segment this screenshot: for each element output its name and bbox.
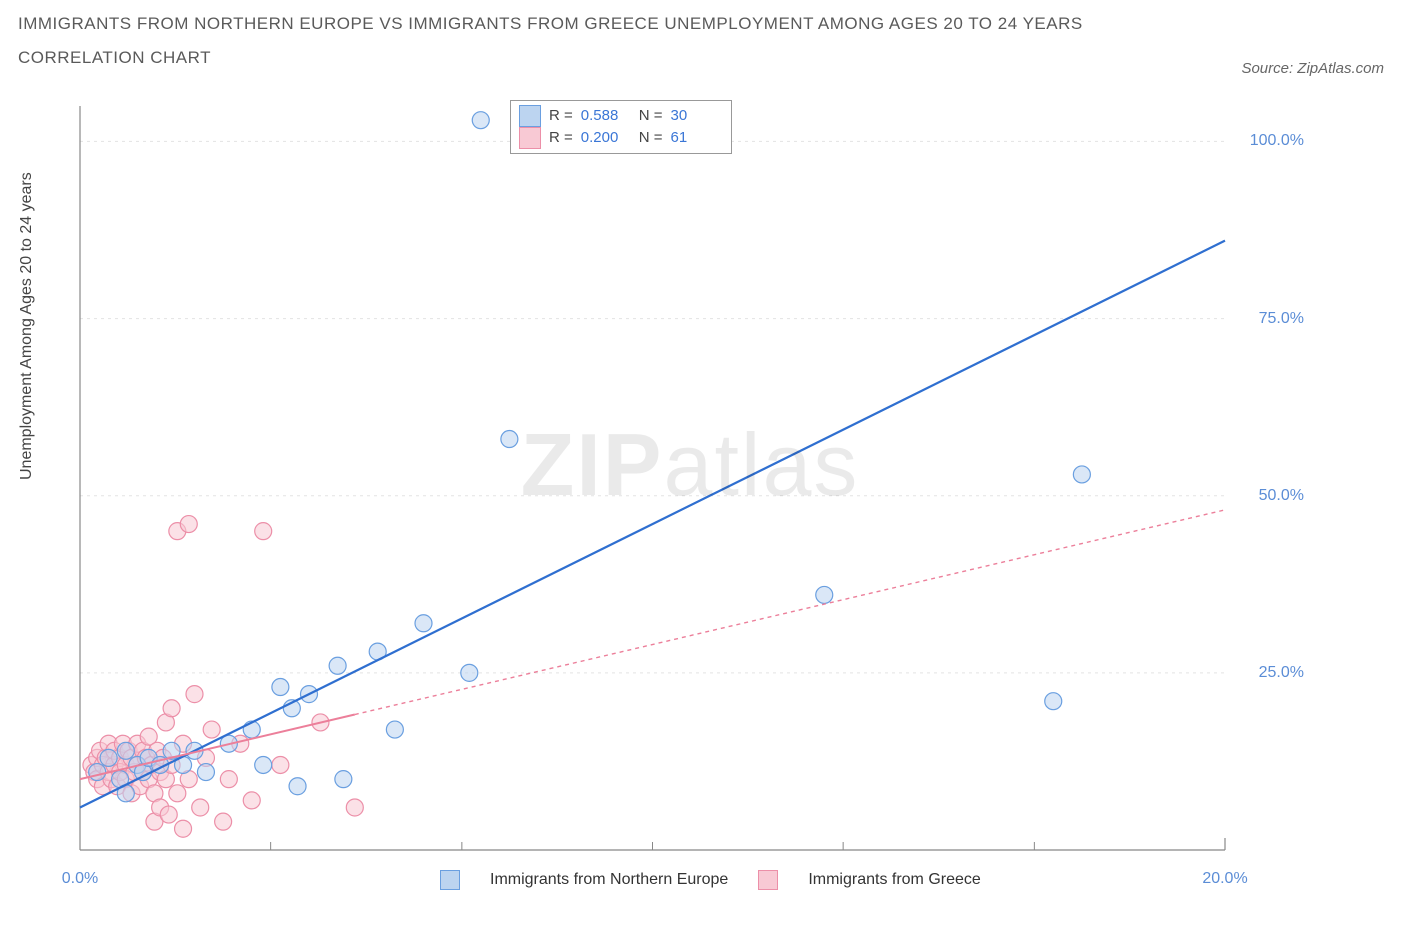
chart-title: IMMIGRANTS FROM NORTHERN EUROPE VS IMMIG… — [18, 14, 1083, 68]
y-axis-label: Unemployment Among Ages 20 to 24 years — [18, 172, 36, 480]
swatch-northern — [519, 105, 541, 127]
r-label: R = — [549, 105, 573, 127]
title-line-1: IMMIGRANTS FROM NORTHERN EUROPE VS IMMIG… — [18, 14, 1083, 34]
x-tick-label: 20.0% — [1202, 870, 1247, 888]
swatch-greece — [519, 127, 541, 149]
x-tick-label: 0.0% — [62, 870, 98, 888]
legend-label-northern: Immigrants from Northern Europe — [490, 871, 728, 889]
y-tick-label: 50.0% — [1259, 487, 1304, 505]
r-value-northern: 0.588 — [581, 105, 631, 127]
legend-row-greece: R = 0.200 N = 61 — [519, 127, 721, 149]
n-value-greece: 61 — [671, 127, 721, 149]
scatter-chart — [70, 100, 1310, 860]
y-tick-label: 75.0% — [1259, 310, 1304, 328]
series-legend: Immigrants from Northern Europe Immigran… — [440, 870, 981, 890]
r-label: R = — [549, 127, 573, 149]
y-tick-label: 25.0% — [1259, 664, 1304, 682]
r-value-greece: 0.200 — [581, 127, 631, 149]
n-value-northern: 30 — [671, 105, 721, 127]
correlation-legend: R = 0.588 N = 30 R = 0.200 N = 61 — [510, 100, 732, 154]
plot-area: R = 0.588 N = 30 R = 0.200 N = 61 ZIPatl… — [70, 100, 1310, 860]
legend-swatch-northern — [440, 870, 460, 890]
n-label: N = — [639, 127, 663, 149]
legend-swatch-greece — [758, 870, 778, 890]
n-label: N = — [639, 105, 663, 127]
legend-label-greece: Immigrants from Greece — [808, 871, 980, 889]
legend-row-northern: R = 0.588 N = 30 — [519, 105, 721, 127]
title-line-2: CORRELATION CHART — [18, 48, 1083, 68]
source-attribution: Source: ZipAtlas.com — [1241, 60, 1384, 77]
y-tick-label: 100.0% — [1250, 132, 1304, 150]
